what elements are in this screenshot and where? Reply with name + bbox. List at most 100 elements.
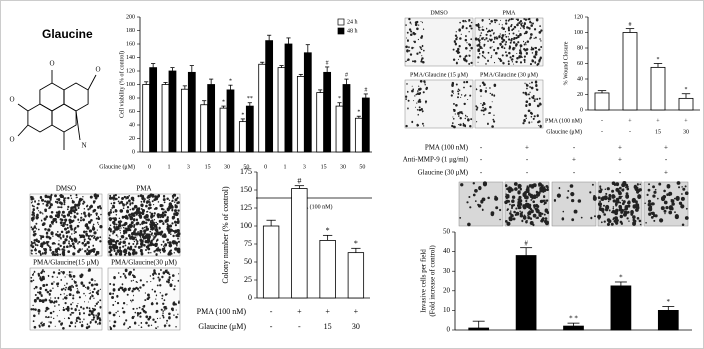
y-tick-label: 60 — [577, 61, 583, 67]
condition-value: - — [480, 156, 483, 164]
significance-mark: * * — [569, 315, 578, 323]
significance-mark: * — [619, 274, 623, 282]
bar — [265, 40, 274, 153]
significance-mark: * — [222, 99, 225, 105]
x-tick-label: 30 — [224, 164, 230, 170]
y-tick-label: 60 — [129, 109, 135, 115]
y-tick-label: 120 — [126, 68, 135, 74]
bar — [291, 188, 308, 299]
condition-value: - — [573, 169, 576, 177]
y-tick-label: 180 — [126, 28, 135, 34]
significance-mark: # — [345, 72, 348, 78]
y-tick-label: 125 — [240, 203, 252, 212]
bar — [361, 97, 370, 153]
condition-label: Glaucine (μM) — [546, 128, 582, 135]
condition-value: - — [601, 129, 603, 135]
image-label: PMA — [136, 185, 151, 193]
atom-label: N — [81, 142, 86, 150]
bar — [515, 255, 537, 331]
cells — [475, 80, 542, 128]
y-tick-label: 100 — [574, 30, 583, 36]
significance-mark: * — [357, 110, 360, 116]
bar — [284, 43, 293, 153]
y-tick-label: 25 — [244, 275, 252, 284]
x-tick-label: 0 — [148, 164, 151, 170]
bar — [319, 239, 336, 299]
micrograph — [107, 267, 181, 331]
bar — [610, 285, 632, 331]
significance-mark: # — [326, 60, 329, 66]
y-tick-label: 50 — [443, 228, 451, 236]
cells — [504, 182, 550, 227]
condition-value: + — [684, 118, 688, 124]
condition-value: - — [601, 118, 603, 124]
condition-value: + — [297, 307, 302, 316]
bar — [168, 70, 177, 153]
bar — [149, 67, 158, 153]
bar — [187, 71, 196, 153]
significance-mark: * — [338, 96, 341, 102]
condition-value: + — [664, 169, 668, 177]
condition-value: - — [629, 129, 631, 135]
condition-value: - — [298, 322, 301, 331]
bar — [650, 66, 666, 111]
y-axis-label: Colony number (% of control) — [221, 186, 230, 284]
micrograph — [404, 79, 474, 129]
bar — [219, 107, 228, 153]
y-tick-label: 10 — [443, 306, 451, 314]
image-label: PMA/Glaucine (15 μM) — [410, 71, 468, 78]
bar — [296, 76, 305, 153]
significance-mark: # — [524, 239, 528, 247]
image-label: DMSO — [56, 185, 76, 193]
cells — [474, 17, 543, 66]
y-tick-label: 160 — [126, 41, 135, 47]
y-tick-label: 20 — [129, 136, 135, 142]
bar — [258, 63, 267, 153]
atom-label: O — [9, 136, 14, 144]
x-tick-label: 30 — [340, 164, 346, 170]
cells — [597, 181, 642, 226]
bar — [335, 105, 344, 153]
x-axis-label: Glaucine (μM) — [99, 163, 135, 170]
condition-value: - — [270, 307, 273, 316]
condition-label: PMA (100 nM) — [197, 307, 247, 316]
y-tick-label: 40 — [129, 122, 135, 128]
y-tick-label: 75 — [244, 239, 252, 248]
image-label: DMSO — [430, 10, 448, 16]
bar — [207, 84, 216, 153]
condition-label: Glaucine (μM) — [198, 322, 246, 331]
y-tick-label: 50 — [244, 257, 252, 266]
image-label: PMA/Glaucine (30 μM) — [480, 71, 538, 78]
bond — [75, 110, 81, 141]
y-tick-label: 20 — [443, 286, 451, 294]
y-axis-label: Invasive cells per field — [420, 249, 428, 313]
x-tick-label: 1 — [168, 164, 171, 170]
condition-label: Glaucine (30 μM) — [418, 169, 469, 177]
compound-name: Glaucine — [42, 27, 93, 41]
significance-mark: * — [657, 57, 660, 63]
y-tick-label: 80 — [577, 45, 583, 51]
bar — [622, 32, 638, 111]
group-label: PMA (100 nM) — [295, 203, 332, 210]
cells — [108, 268, 180, 331]
x-tick-label: 3 — [187, 164, 190, 170]
bond — [17, 103, 29, 112]
condition-label: PMA (100 nM) — [425, 144, 469, 152]
significance-mark: * — [685, 87, 688, 93]
condition-value: + — [572, 156, 576, 164]
legend-label: 48 h — [347, 28, 358, 34]
condition-value: 15 — [655, 129, 661, 135]
bar — [342, 84, 351, 153]
condition-value: + — [628, 118, 632, 124]
image-label: PMA/Glaucine(30 μM) — [111, 259, 177, 267]
y-axis-label: (Fold increase of control) — [429, 245, 437, 317]
condition-value: - — [526, 156, 529, 164]
significance-mark: # — [629, 22, 632, 28]
significance-mark: # — [297, 177, 301, 186]
condition-value: - — [665, 156, 668, 164]
bar — [180, 88, 189, 153]
micrograph — [551, 181, 597, 227]
bar — [226, 89, 235, 153]
bar — [468, 327, 490, 331]
